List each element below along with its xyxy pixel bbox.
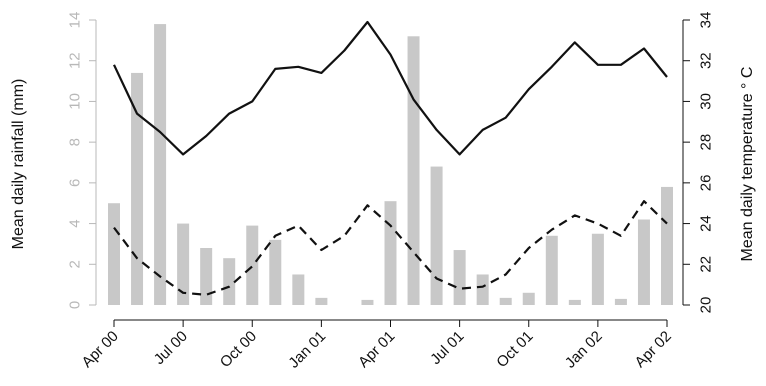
temperature-lines xyxy=(113,20,668,296)
temperature-line-dashed xyxy=(113,200,668,296)
rainfall-bars xyxy=(108,24,673,306)
x-axis-tick-label: Apr 00 xyxy=(79,328,122,371)
rainfall-bar xyxy=(453,250,466,305)
rainfall-bar xyxy=(430,166,443,305)
x-axis-tick-label: Apr 01 xyxy=(355,328,398,371)
rainfall-bar xyxy=(177,223,190,305)
y-axis-right-tick-label: 22 xyxy=(697,256,714,273)
y-axis-left-tick-label: 12 xyxy=(66,52,83,69)
rainfall-bar xyxy=(384,201,397,305)
y-axis-right-tick-label: 34 xyxy=(697,12,714,29)
rainfall-bar xyxy=(108,203,120,305)
y-axis-left-tick-label: 2 xyxy=(66,260,83,268)
rainfall-bar xyxy=(637,219,650,305)
rainfall-bar xyxy=(614,298,627,305)
y-axis-right-tick-label: 26 xyxy=(697,175,714,192)
rainfall-bar xyxy=(200,248,213,305)
x-axis-tick-label: Jan 02 xyxy=(562,328,606,372)
y-axis-left-tick-label: 6 xyxy=(66,179,83,187)
y-axis-left-title: Mean daily rainfall (mm) xyxy=(10,79,27,250)
y-axis-right-tick-label: 28 xyxy=(697,134,714,151)
rainfall-bar xyxy=(545,235,558,305)
y-axis-right-tick-label: 20 xyxy=(697,297,714,314)
rainfall-bar xyxy=(361,299,374,305)
y-axis-right-tick-label: 24 xyxy=(697,215,714,232)
rainfall-bar xyxy=(661,186,673,305)
y-axis-left-tick-label: 0 xyxy=(66,301,83,309)
rainfall-bar xyxy=(407,36,420,306)
x-axis-tick-label: Jan 01 xyxy=(285,328,329,372)
rainfall-bar xyxy=(246,225,259,305)
rainfall-bar xyxy=(131,72,144,305)
rainfall-bar xyxy=(292,274,305,305)
rainfall-bar xyxy=(223,258,236,305)
y-axis-right-title: Mean daily temperature ° C xyxy=(739,67,756,262)
x-axis-tick-label: Oct 00 xyxy=(217,328,260,371)
rainfall-bar xyxy=(568,299,581,305)
y-axis-left-tick-label: 4 xyxy=(66,219,83,227)
y-axis-left-tick-label: 10 xyxy=(66,93,83,110)
rainfall-bar xyxy=(522,292,535,305)
rainfall-bar xyxy=(315,297,328,305)
x-axis-tick-label: Apr 02 xyxy=(632,328,675,371)
rainfall-bar xyxy=(476,274,489,305)
x-axis-tick-label: Jul 00 xyxy=(151,328,191,368)
y-axis-right-tick-label: 32 xyxy=(697,52,714,69)
rainfall-bar xyxy=(154,24,167,305)
rainfall-bar xyxy=(269,239,282,305)
temperature-line-solid xyxy=(113,20,668,156)
x-axis-tick-label: Oct 01 xyxy=(493,328,536,371)
y-axis-right-tick-label: 30 xyxy=(697,93,714,110)
rainfall-bar xyxy=(591,233,604,305)
y-axis-left-tick-label: 8 xyxy=(66,138,83,146)
x-axis-tick-label: Jul 01 xyxy=(427,328,467,368)
rainfall-bar xyxy=(499,297,512,305)
y-axis-left-tick-label: 14 xyxy=(66,12,83,29)
